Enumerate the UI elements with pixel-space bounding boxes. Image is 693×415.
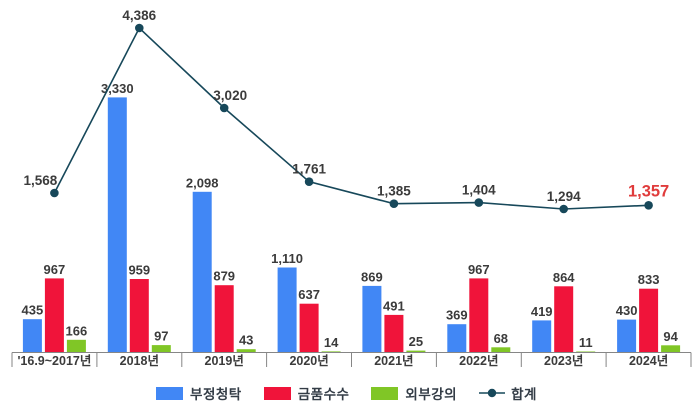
bar-s1-c3 bbox=[299, 303, 319, 353]
bar-label-s1-c0: 967 bbox=[44, 262, 66, 277]
bar-label-s0-c4: 869 bbox=[361, 269, 383, 284]
total-marker-3 bbox=[304, 177, 314, 186]
bar-label-s0-c5: 369 bbox=[446, 308, 468, 323]
bar-label-s0-c0: 435 bbox=[22, 303, 44, 318]
bar-s1-c7 bbox=[639, 288, 659, 353]
bar-label-s0-c6: 419 bbox=[531, 304, 553, 319]
total-label-4: 1,385 bbox=[377, 184, 411, 199]
bar-label-s1-c2: 879 bbox=[213, 269, 235, 284]
bar-s0-c7 bbox=[617, 319, 637, 353]
bar-s0-c3 bbox=[277, 267, 297, 353]
bar-label-s2-c5: 68 bbox=[494, 331, 508, 346]
legend-swatch-icon bbox=[156, 386, 184, 400]
bar-s2-c2 bbox=[236, 349, 256, 353]
bar-s0-c5 bbox=[447, 324, 467, 353]
x-label-5: 2022년 bbox=[459, 354, 498, 368]
legend-label: 합계 bbox=[511, 387, 537, 402]
legend-item-3: 합계 bbox=[479, 383, 537, 403]
total-label-5: 1,404 bbox=[462, 183, 496, 198]
bar-s0-c0 bbox=[22, 319, 42, 353]
bar-s1-c0 bbox=[44, 278, 64, 353]
bar-s0-c6 bbox=[532, 320, 552, 353]
bar-s0-c4 bbox=[362, 285, 382, 353]
bar-label-s2-c6: 11 bbox=[579, 335, 593, 350]
total-label-2: 3,020 bbox=[213, 88, 247, 103]
total-marker-4 bbox=[389, 199, 399, 208]
total-marker-6 bbox=[559, 204, 568, 214]
bar-s1-c6 bbox=[554, 286, 574, 353]
bar-label-s2-c4: 25 bbox=[409, 334, 423, 349]
bar-label-s1-c1: 959 bbox=[128, 263, 150, 278]
total-marker-7 bbox=[644, 201, 653, 210]
legend-item-0: 부정청탁 bbox=[156, 383, 242, 403]
total-label-7: 1,357 bbox=[628, 182, 669, 200]
bar-label-s0-c2: 2,098 bbox=[186, 175, 219, 190]
x-label-3: 2020년 bbox=[289, 354, 328, 368]
bar-s2-c3 bbox=[321, 351, 341, 353]
total-marker-0 bbox=[50, 188, 59, 198]
legend-line-marker-icon bbox=[479, 388, 506, 398]
total-marker-5 bbox=[474, 198, 484, 207]
legend-label: 외부강의 bbox=[405, 387, 458, 402]
total-label-1: 4,386 bbox=[122, 8, 156, 23]
bar-label-s2-c3: 14 bbox=[324, 335, 339, 350]
legend-label: 부정청탁 bbox=[190, 387, 242, 402]
bar-s2-c4 bbox=[406, 350, 426, 353]
bar-s2-c5 bbox=[491, 347, 511, 353]
x-label-0: '16.9~2017년 bbox=[17, 354, 91, 368]
bar-s1-c5 bbox=[469, 278, 489, 353]
bar-s1-c4 bbox=[384, 314, 404, 353]
total-label-6: 1,294 bbox=[547, 189, 581, 204]
bar-s0-c1 bbox=[107, 97, 127, 353]
total-line bbox=[53, 26, 649, 210]
legend-swatch-icon bbox=[263, 386, 291, 400]
bar-s0-c2 bbox=[192, 191, 212, 353]
x-label-1: 2018년 bbox=[120, 354, 159, 368]
bar-label-s2-c0: 166 bbox=[66, 323, 88, 338]
total-label-3: 1,761 bbox=[292, 162, 326, 177]
legend-item-2: 외부강의 bbox=[371, 383, 457, 403]
x-label-2: 2019년 bbox=[205, 354, 244, 368]
bar-label-s1-c4: 491 bbox=[383, 298, 405, 313]
bar-label-s1-c5: 967 bbox=[468, 262, 490, 277]
bar-s1-c2 bbox=[214, 285, 234, 353]
bar-label-s1-c3: 637 bbox=[298, 287, 320, 302]
bar-label-s0-c3: 1,110 bbox=[271, 251, 303, 266]
x-label-6: 2023년 bbox=[544, 354, 583, 368]
legend-item-1: 금품수수 bbox=[263, 383, 350, 403]
bar-label-s1-c7: 833 bbox=[638, 272, 660, 287]
legend: 부정청탁 금품수수 외부강의 합계 bbox=[0, 381, 693, 405]
bar-label-s2-c7: 94 bbox=[663, 329, 678, 344]
bar-label-s1-c6: 864 bbox=[553, 270, 575, 285]
bar-s2-c7 bbox=[661, 345, 681, 353]
bar-label-s0-c7: 430 bbox=[616, 303, 638, 318]
bar-label-s2-c1: 97 bbox=[154, 329, 168, 344]
bar-label-s0-c1: 3,330 bbox=[101, 81, 134, 96]
bar-s2-c0 bbox=[66, 339, 86, 353]
legend-swatch-icon bbox=[371, 386, 399, 400]
x-label-4: 2021년 bbox=[374, 354, 413, 368]
bar-s2-c1 bbox=[151, 345, 171, 353]
x-label-7: 2024년 bbox=[629, 354, 668, 368]
legend-label: 금품수수 bbox=[297, 387, 350, 402]
bar-s1-c1 bbox=[129, 279, 149, 353]
total-marker-1 bbox=[135, 23, 144, 33]
total-marker-2 bbox=[219, 103, 229, 113]
total-label-0: 1,568 bbox=[24, 173, 58, 188]
combo-chart: 435 3,330 2,098 1,110 869 369 419 430 967 959 879 6… bbox=[11, 8, 692, 368]
bar-label-s2-c2: 43 bbox=[239, 333, 253, 348]
